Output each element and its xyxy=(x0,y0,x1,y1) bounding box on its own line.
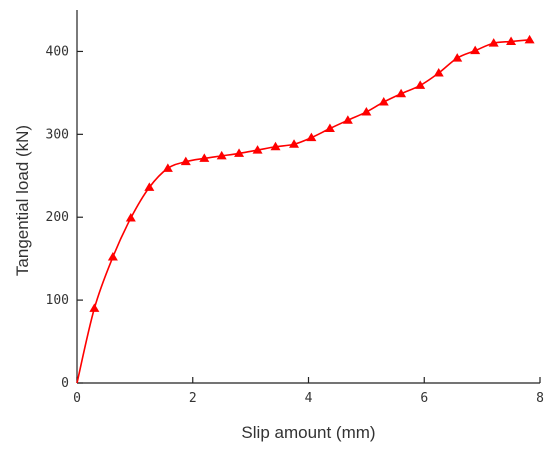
data-point-marker xyxy=(289,139,300,148)
data-point-marker xyxy=(324,123,335,133)
data-point-marker xyxy=(107,252,118,261)
x-tick-label: 2 xyxy=(189,391,197,406)
data-point-marker xyxy=(415,80,426,89)
y-tick-label: 400 xyxy=(46,44,69,59)
data-point-marker xyxy=(524,34,535,44)
x-tick-label: 0 xyxy=(73,391,81,406)
data-point-marker xyxy=(199,153,210,162)
data-point-marker xyxy=(252,145,263,154)
data-point-marker xyxy=(470,45,481,55)
y-tick-label: 100 xyxy=(46,293,69,308)
data-point-marker xyxy=(270,141,281,151)
data-point-marker xyxy=(433,67,444,77)
data-point-marker xyxy=(180,156,191,166)
y-tick-label: 0 xyxy=(61,376,69,391)
data-point-marker xyxy=(396,88,407,98)
x-axis-title: Slip amount (mm) xyxy=(241,423,375,442)
data-point-marker xyxy=(144,182,155,191)
data-point-marker xyxy=(306,132,317,142)
data-point-marker xyxy=(506,36,517,45)
series-line xyxy=(76,39,530,384)
plot-area: 0 2 4 6 8 0 100 200 300 400 xyxy=(46,10,544,406)
data-point-marker xyxy=(234,148,245,157)
x-tick-label: 6 xyxy=(420,391,428,406)
y-axis-ticks: 0 100 200 300 400 xyxy=(46,44,83,391)
data-point-marker xyxy=(216,150,227,160)
series-markers xyxy=(89,34,535,312)
data-point-marker xyxy=(89,303,100,312)
data-point-marker xyxy=(378,97,389,106)
x-tick-label: 8 xyxy=(536,391,544,406)
y-axis-title: Tangential load (kN) xyxy=(13,125,32,276)
data-point-marker xyxy=(342,115,353,124)
data-point-marker xyxy=(488,38,499,47)
data-point-marker xyxy=(361,106,372,116)
x-axis-ticks: 0 2 4 6 8 xyxy=(73,377,544,406)
y-tick-label: 200 xyxy=(46,210,69,225)
x-tick-label: 4 xyxy=(305,391,313,406)
data-point-marker xyxy=(125,213,136,222)
data-point-marker xyxy=(452,53,463,62)
y-tick-label: 300 xyxy=(46,127,69,142)
data-point-marker xyxy=(162,163,173,172)
